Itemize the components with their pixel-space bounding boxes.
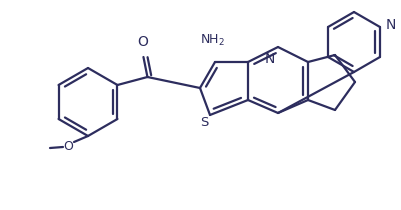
Text: N: N bbox=[265, 52, 275, 66]
Text: NH$_2$: NH$_2$ bbox=[200, 33, 225, 48]
Text: O: O bbox=[137, 35, 148, 49]
Text: O: O bbox=[63, 139, 73, 152]
Text: S: S bbox=[200, 117, 208, 130]
Text: N: N bbox=[386, 18, 396, 32]
